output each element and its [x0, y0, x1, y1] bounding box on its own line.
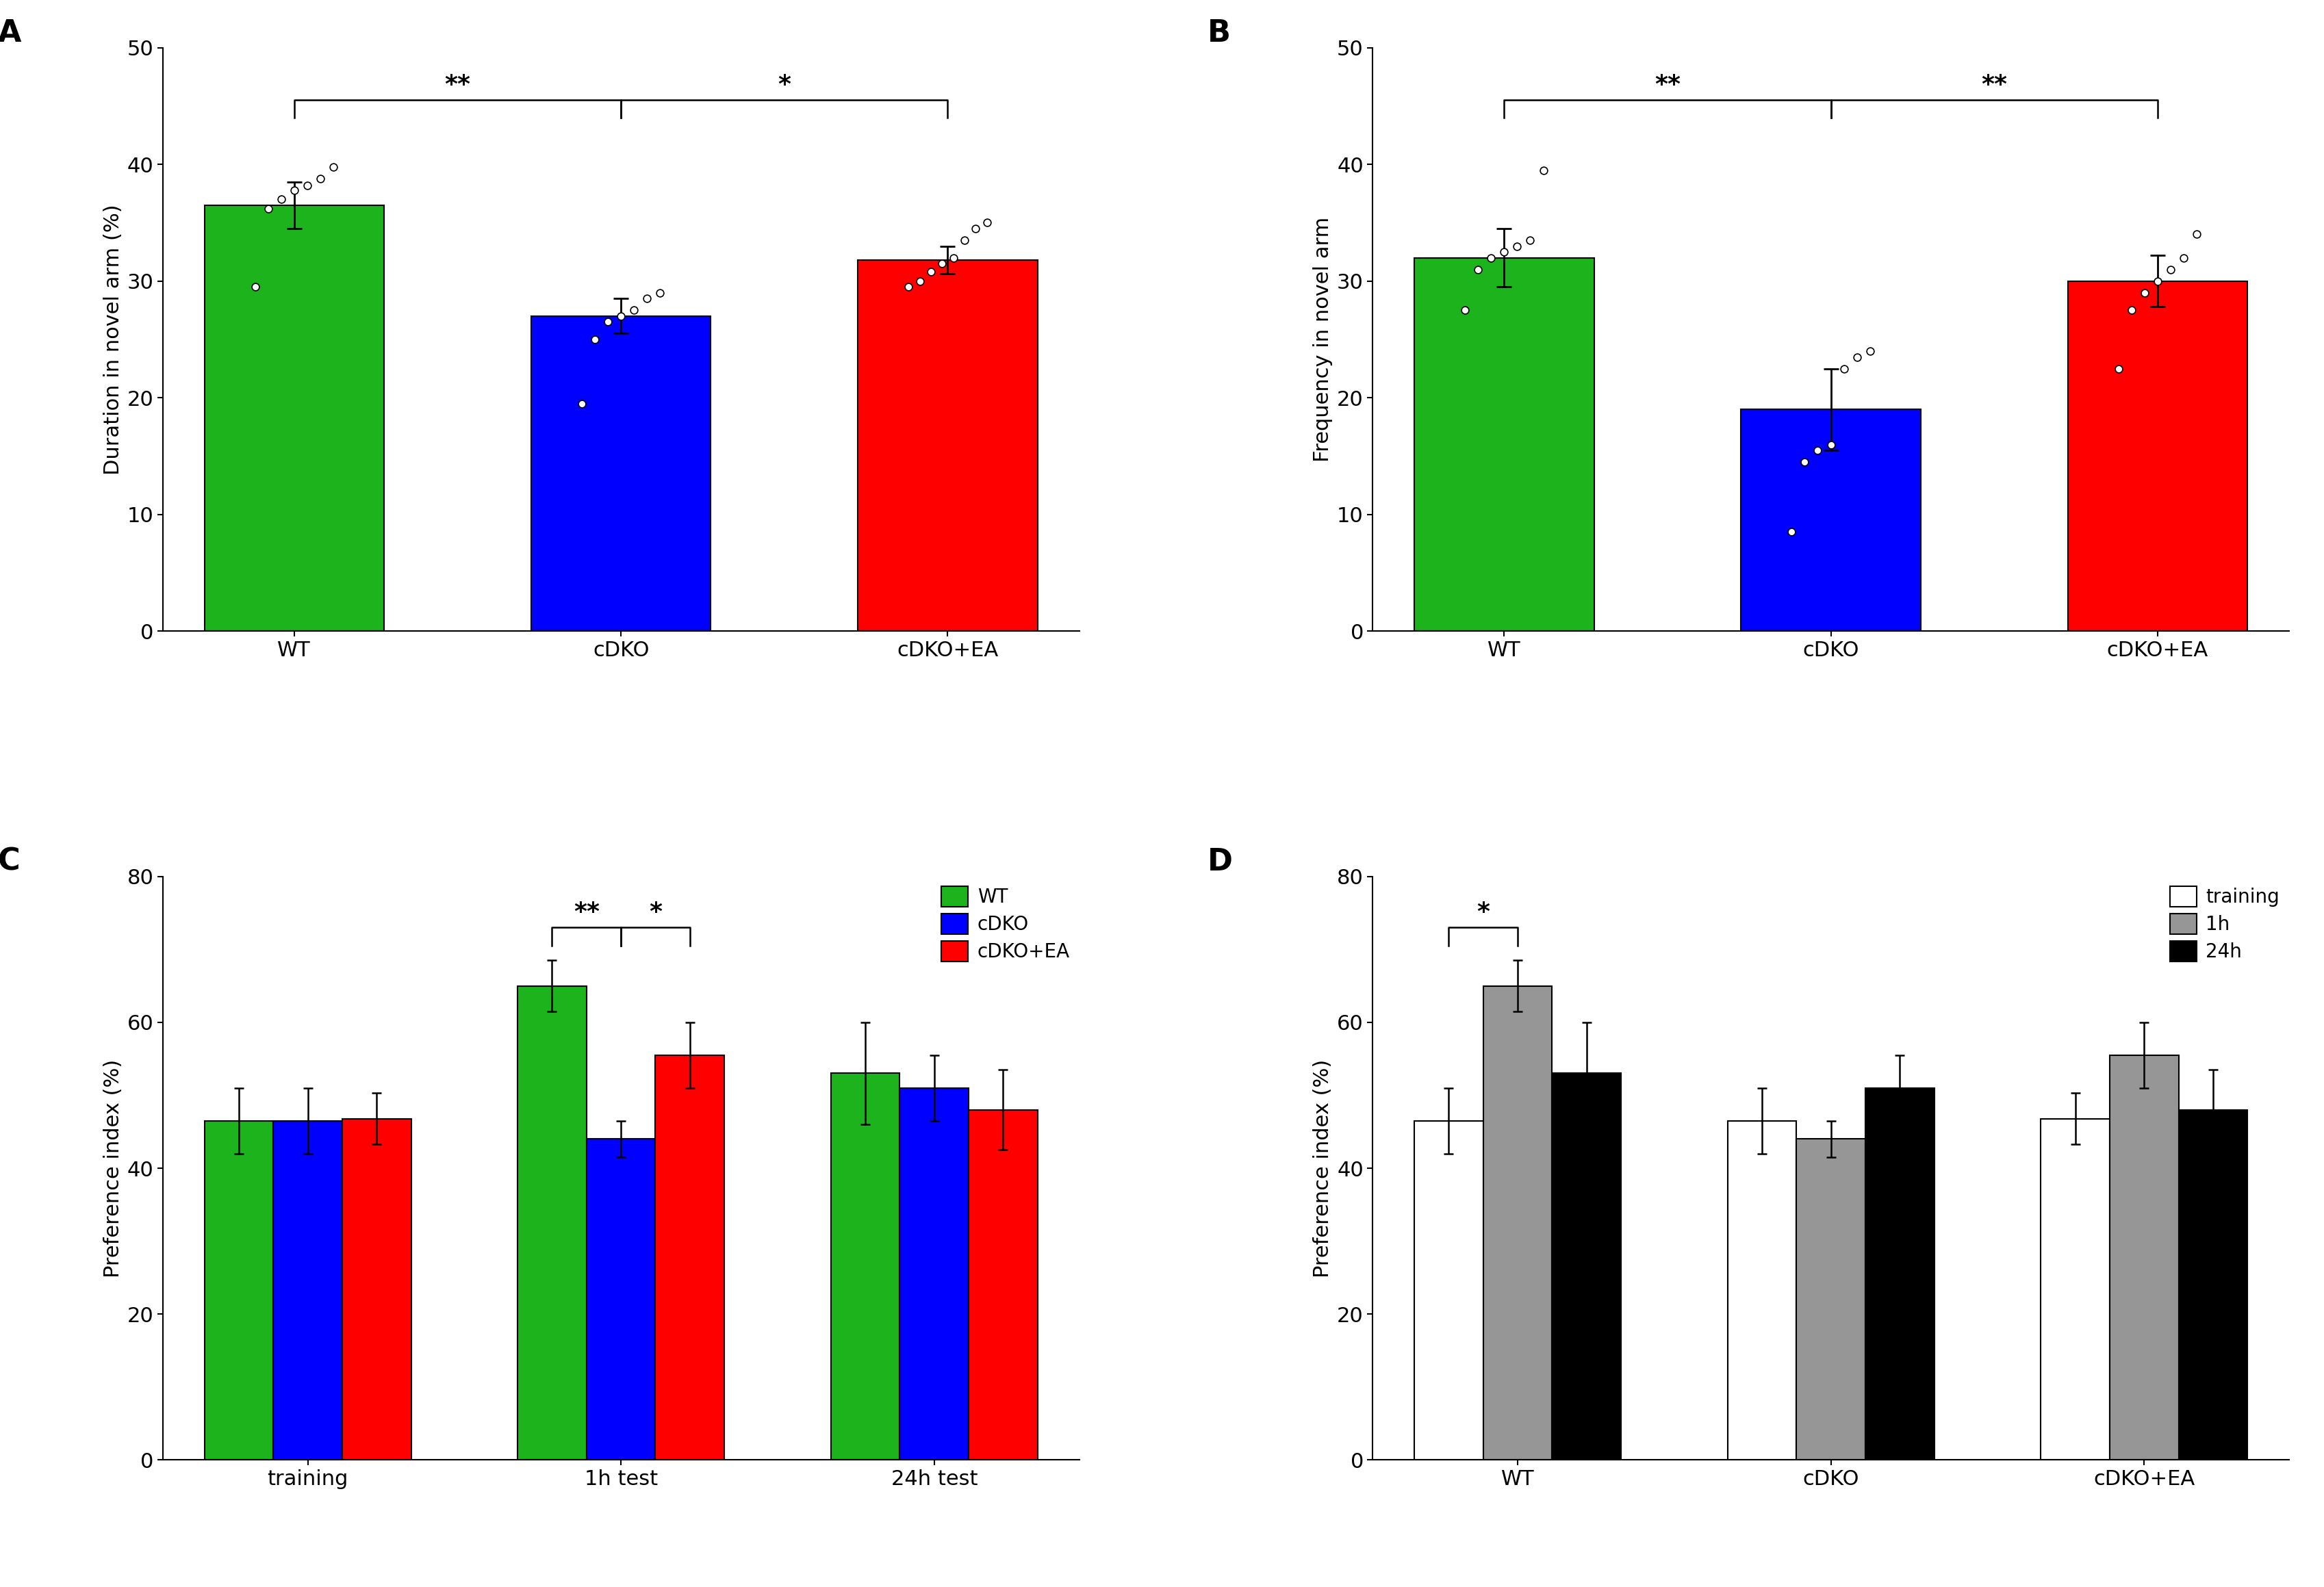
Y-axis label: Preference index (%): Preference index (%): [1313, 1059, 1334, 1278]
Point: [590, 309, 627, 335]
Bar: [518, 986, 586, 1460]
Text: D: D: [1208, 847, 1234, 876]
Point: [902, 268, 939, 294]
Text: *: *: [1476, 900, 1490, 924]
Legend: WT, cDKO, cDKO+EA: WT, cDKO, cDKO+EA: [941, 886, 1069, 962]
Point: [913, 259, 951, 284]
Point: [2138, 268, 2175, 294]
Bar: [2110, 1055, 2178, 1460]
Point: [957, 216, 995, 241]
Point: [2113, 297, 2150, 322]
Point: [923, 251, 960, 276]
Point: [890, 275, 927, 300]
Point: [277, 178, 314, 203]
Point: [1838, 344, 1875, 370]
Text: *: *: [779, 73, 790, 97]
Bar: [1483, 986, 1552, 1460]
Point: [1813, 432, 1850, 457]
Text: *: *: [648, 900, 662, 924]
Point: [237, 275, 274, 300]
Bar: [655, 1055, 725, 1460]
Bar: [532, 316, 711, 632]
Point: [1485, 240, 1522, 265]
Point: [263, 187, 300, 213]
Bar: [205, 1120, 274, 1460]
Point: [1799, 438, 1836, 463]
Bar: [1796, 1139, 1866, 1460]
Bar: [1415, 1120, 1483, 1460]
Bar: [1866, 1089, 1934, 1460]
Bar: [205, 205, 383, 632]
Bar: [586, 1139, 655, 1460]
Bar: [342, 1119, 411, 1460]
Point: [576, 327, 614, 352]
Bar: [2068, 281, 2247, 632]
Text: **: **: [1982, 73, 2008, 97]
Point: [288, 173, 325, 198]
Point: [1525, 157, 1562, 183]
Text: B: B: [1208, 19, 1232, 48]
Point: [627, 286, 665, 311]
Point: [1499, 233, 1536, 259]
Bar: [969, 1109, 1037, 1460]
Point: [302, 165, 339, 190]
Point: [969, 209, 1006, 235]
Text: C: C: [0, 847, 21, 876]
Point: [1824, 355, 1862, 381]
Point: [1473, 244, 1511, 270]
Bar: [858, 260, 1037, 632]
Point: [2101, 355, 2138, 381]
Point: [1773, 519, 1810, 544]
Y-axis label: Frequency in novel arm: Frequency in novel arm: [1313, 217, 1334, 462]
Point: [1446, 297, 1483, 322]
Point: [616, 297, 653, 322]
Bar: [899, 1089, 969, 1460]
Bar: [1741, 409, 1920, 632]
Y-axis label: Preference index (%): Preference index (%): [102, 1059, 123, 1278]
Point: [2152, 257, 2189, 282]
Bar: [1727, 1120, 1796, 1460]
Point: [562, 390, 600, 416]
Point: [249, 197, 286, 222]
Point: [1787, 449, 1824, 475]
Point: [2126, 279, 2164, 305]
Text: **: **: [444, 73, 469, 97]
Point: [1852, 338, 1889, 363]
Point: [1459, 257, 1497, 282]
Legend: training, 1h, 24h: training, 1h, 24h: [2171, 886, 2280, 962]
Bar: [2178, 1109, 2247, 1460]
Bar: [1552, 1073, 1620, 1460]
Point: [2166, 244, 2203, 270]
Point: [314, 154, 351, 179]
Point: [946, 227, 983, 252]
Text: A: A: [0, 19, 21, 48]
Bar: [1415, 257, 1594, 632]
Bar: [2040, 1119, 2110, 1460]
Point: [1511, 227, 1548, 252]
Bar: [274, 1120, 342, 1460]
Text: **: **: [574, 900, 600, 924]
Y-axis label: Duration in novel arm (%): Duration in novel arm (%): [102, 205, 123, 475]
Point: [641, 279, 679, 305]
Bar: [832, 1073, 899, 1460]
Point: [934, 244, 971, 270]
Point: [602, 303, 639, 329]
Text: **: **: [1655, 73, 1680, 97]
Point: [2178, 222, 2215, 248]
